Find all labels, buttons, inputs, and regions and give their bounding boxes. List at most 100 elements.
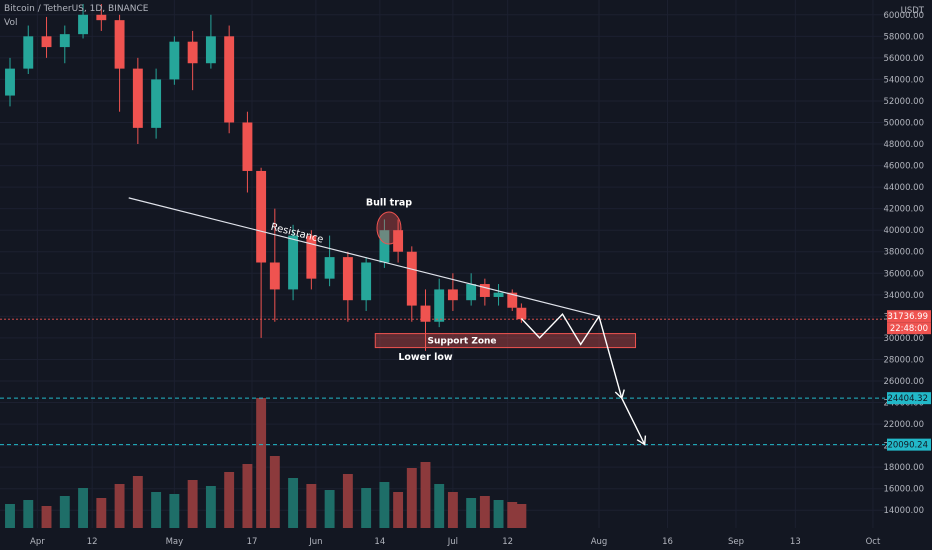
currency-label: USDT xyxy=(901,6,925,16)
candle xyxy=(78,4,89,39)
candle xyxy=(324,235,335,287)
time-tick-label: Jul xyxy=(447,537,458,547)
time-tick-label: 14 xyxy=(374,537,385,547)
candle xyxy=(114,14,125,112)
candle xyxy=(187,30,198,91)
candle xyxy=(224,25,235,134)
candle xyxy=(151,68,162,139)
volume-bar xyxy=(420,462,431,528)
price-tick-label: 50000.00 xyxy=(883,118,924,128)
time-tick-label: Sep xyxy=(728,537,744,547)
volume-bar xyxy=(114,484,125,528)
volume-bar xyxy=(507,502,518,528)
candle xyxy=(59,25,70,64)
time-tick-label: 12 xyxy=(87,537,98,547)
price-tick-label: 44000.00 xyxy=(883,183,924,193)
arrowhead-2 xyxy=(636,435,647,446)
volume-bar xyxy=(187,480,198,528)
candle-body xyxy=(23,36,34,69)
candle xyxy=(269,208,280,322)
volume-bar xyxy=(447,492,458,528)
current-price-badge: 31736.99 xyxy=(887,312,928,322)
volume-bar xyxy=(493,500,504,528)
volume-bar xyxy=(379,482,390,528)
countdown-badge-bg xyxy=(887,322,931,335)
candle xyxy=(288,224,299,301)
volume-bar xyxy=(169,494,180,528)
candle xyxy=(393,219,404,263)
candle-body xyxy=(466,284,477,301)
volume-bar xyxy=(78,488,89,528)
volume-bar xyxy=(151,492,162,528)
candle xyxy=(379,219,390,268)
candle-body xyxy=(151,79,162,128)
candle xyxy=(169,36,180,85)
candle xyxy=(23,25,34,75)
price-tick-label: 56000.00 xyxy=(883,54,924,64)
candle-body xyxy=(224,36,235,123)
volume-bar xyxy=(5,504,15,528)
candle-body xyxy=(78,14,89,35)
volume-bar xyxy=(434,484,445,528)
candle xyxy=(242,111,253,193)
time-tick-label: 16 xyxy=(662,537,673,547)
candle-body xyxy=(5,68,15,96)
volume-bar xyxy=(256,398,267,528)
price-tick-label: 26000.00 xyxy=(883,377,924,387)
volume-bar xyxy=(516,504,527,528)
volume-bar xyxy=(288,478,299,528)
time-tick-label: Oct xyxy=(866,537,881,547)
time-tick-label: 12 xyxy=(502,537,513,547)
price-tick-label: 58000.00 xyxy=(883,32,924,42)
volume-bar xyxy=(479,496,490,528)
support-zone-label: Support Zone xyxy=(427,337,496,347)
candle-body xyxy=(306,235,317,279)
volume-bar xyxy=(59,496,70,528)
candle xyxy=(420,289,431,351)
level-2-badge-bg xyxy=(887,438,931,451)
volume-bar xyxy=(342,474,353,528)
price-tick-label: 30000.00 xyxy=(883,334,924,344)
price-tick-label: 22000.00 xyxy=(883,420,924,430)
candle xyxy=(361,257,372,311)
candle-body xyxy=(379,230,390,263)
candle xyxy=(41,16,52,58)
arrowhead-1 xyxy=(614,389,625,400)
candle xyxy=(466,273,477,306)
axes: 60000.00 58000.00 56000.00 54000.00 52000.00… xyxy=(30,6,931,547)
candle-body xyxy=(420,305,431,322)
candle-body xyxy=(169,41,180,80)
level-2-badge: 20090.24 xyxy=(887,441,928,451)
price-tick-label: 54000.00 xyxy=(883,75,924,85)
countdown-badge: 22:48:00 xyxy=(890,324,928,334)
volume-bar xyxy=(242,464,253,528)
time-tick-label: Jun xyxy=(308,537,322,547)
time-tick-label: 17 xyxy=(247,537,258,547)
price-tick-label: 14000.00 xyxy=(883,506,924,516)
price-tick-label: 34000.00 xyxy=(883,291,924,301)
symbol-title: Bitcoin / TetherUS, 1D, BINANCE xyxy=(4,4,149,14)
time-tick-label: Aug xyxy=(591,537,608,547)
candle xyxy=(342,251,353,322)
price-tick-label: 52000.00 xyxy=(883,97,924,107)
candle xyxy=(205,14,216,69)
level-1-badge: 24404.32 xyxy=(887,394,928,404)
time-tick-label: 13 xyxy=(790,537,801,547)
candle-body xyxy=(479,284,490,297)
candle xyxy=(507,289,518,311)
volume-bar xyxy=(466,498,477,528)
candle-body xyxy=(59,34,70,48)
candle-body xyxy=(269,262,280,290)
candle xyxy=(256,167,267,338)
volume-bar xyxy=(41,506,52,528)
volume-bar xyxy=(96,498,107,528)
candle-body xyxy=(493,292,504,297)
price-tick-label: 46000.00 xyxy=(883,162,924,172)
price-tick-label: 16000.00 xyxy=(883,485,924,495)
volume-bar xyxy=(361,488,372,528)
candle-body xyxy=(447,289,458,301)
candle xyxy=(96,4,107,31)
price-tick-label: 18000.00 xyxy=(883,463,924,473)
